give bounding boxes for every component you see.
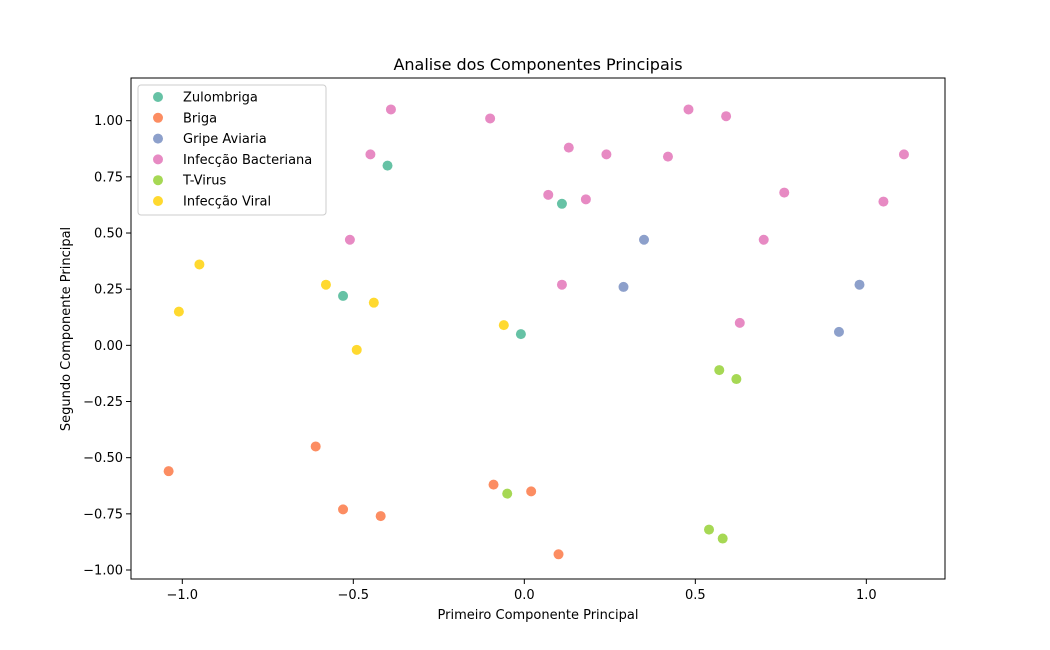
point-briga-3 [375,511,386,522]
point-infec-o-bacteriana-15 [556,279,567,290]
point-t-virus-3 [704,524,715,535]
y-tick-label: −0.50 [83,451,123,466]
point-infec-o-bacteriana-10 [580,194,591,205]
point-briga-2 [338,504,349,515]
legend-label: Infecção Viral [183,195,271,210]
point-infec-o-viral-0 [194,259,205,270]
point-infec-o-viral-3 [368,297,379,308]
y-tick-label: 0.25 [94,283,123,298]
legend-label: Infecção Bacteriana [183,153,312,168]
legend-marker [153,175,163,186]
legend-marker [153,196,163,206]
point-infec-o-bacteriana-0 [385,104,396,115]
point-infec-o-viral-4 [351,344,362,355]
y-tick-label: 0.00 [94,339,123,354]
point-briga-6 [553,549,564,560]
point-infec-o-bacteriana-3 [721,111,732,122]
point-t-virus-1 [731,374,742,385]
y-tick-label: −1.00 [83,564,123,579]
y-tick-label: 0.75 [94,170,123,185]
point-zulombriga-1 [556,198,567,209]
legend-marker [153,154,163,165]
point-briga-1 [310,441,321,452]
point-infec-o-bacteriana-11 [779,187,790,198]
y-axis: −1.00 −0.75 −0.50 −0.25 0.00 0.25 0.50 0.75 1.00 [83,114,131,579]
legend-marker [153,92,163,102]
point-infec-o-viral-5 [498,320,509,331]
y-tick-label: −0.75 [83,507,123,522]
plot-marks [163,104,909,560]
legend-label: Zulombriga [183,91,258,106]
y-tick-label: −0.25 [83,395,123,410]
plot-frame [130,77,946,580]
x-tick-label: −1.0 [167,588,199,603]
point-infec-o-bacteriana-16 [734,317,745,328]
point-gripe-aviaria-0 [639,234,650,245]
point-t-virus-2 [502,488,513,499]
legend-label: T-Virus [182,174,226,189]
point-t-virus-0 [714,365,725,376]
legend-marker [153,112,163,123]
point-infec-o-bacteriana-8 [898,149,909,160]
y-tick-label: 0.50 [94,227,123,242]
point-zulombriga-0 [382,160,393,171]
legend-marker [153,133,163,144]
x-tick-label: −0.5 [338,588,370,603]
point-briga-0 [163,466,174,477]
legend: Zulombriga Briga Gripe Aviaria Infecção Bac… [137,84,327,216]
point-zulombriga-3 [515,329,526,340]
point-infec-o-bacteriana-2 [683,104,694,115]
point-infec-o-viral-1 [173,306,184,317]
point-infec-o-bacteriana-9 [543,189,554,200]
point-infec-o-bacteriana-7 [662,151,673,162]
legend-label: Briga [183,111,217,126]
point-infec-o-bacteriana-6 [601,149,612,160]
legend-box [137,84,327,216]
point-t-virus-4 [717,533,728,544]
point-infec-o-bacteriana-12 [878,196,889,207]
legend-label: Gripe Aviaria [183,132,267,147]
point-gripe-aviaria-1 [618,281,629,292]
x-tick-label: 0.0 [514,588,535,603]
point-briga-5 [526,486,537,497]
y-tick-label: 1.00 [94,114,123,129]
point-gripe-aviaria-3 [833,326,844,337]
point-infec-o-bacteriana-4 [365,149,376,160]
x-tick-label: 0.5 [685,588,706,603]
point-gripe-aviaria-2 [854,279,865,290]
point-infec-o-bacteriana-1 [485,113,496,124]
point-briga-4 [488,479,499,490]
point-zulombriga-2 [338,290,349,301]
point-infec-o-viral-2 [320,279,331,290]
point-infec-o-bacteriana-14 [758,234,769,245]
x-axis-title: Primeiro Componente Principal [438,608,639,623]
y-axis-title: Segundo Componente Principal [59,227,74,431]
x-tick-label: 1.0 [856,588,877,603]
x-axis: −1.0 −0.5 0.0 0.5 1.0 [167,579,877,603]
point-infec-o-bacteriana-5 [563,142,574,153]
chart-title: Analise dos Componentes Principais [393,55,682,74]
point-infec-o-bacteriana-13 [344,234,355,245]
